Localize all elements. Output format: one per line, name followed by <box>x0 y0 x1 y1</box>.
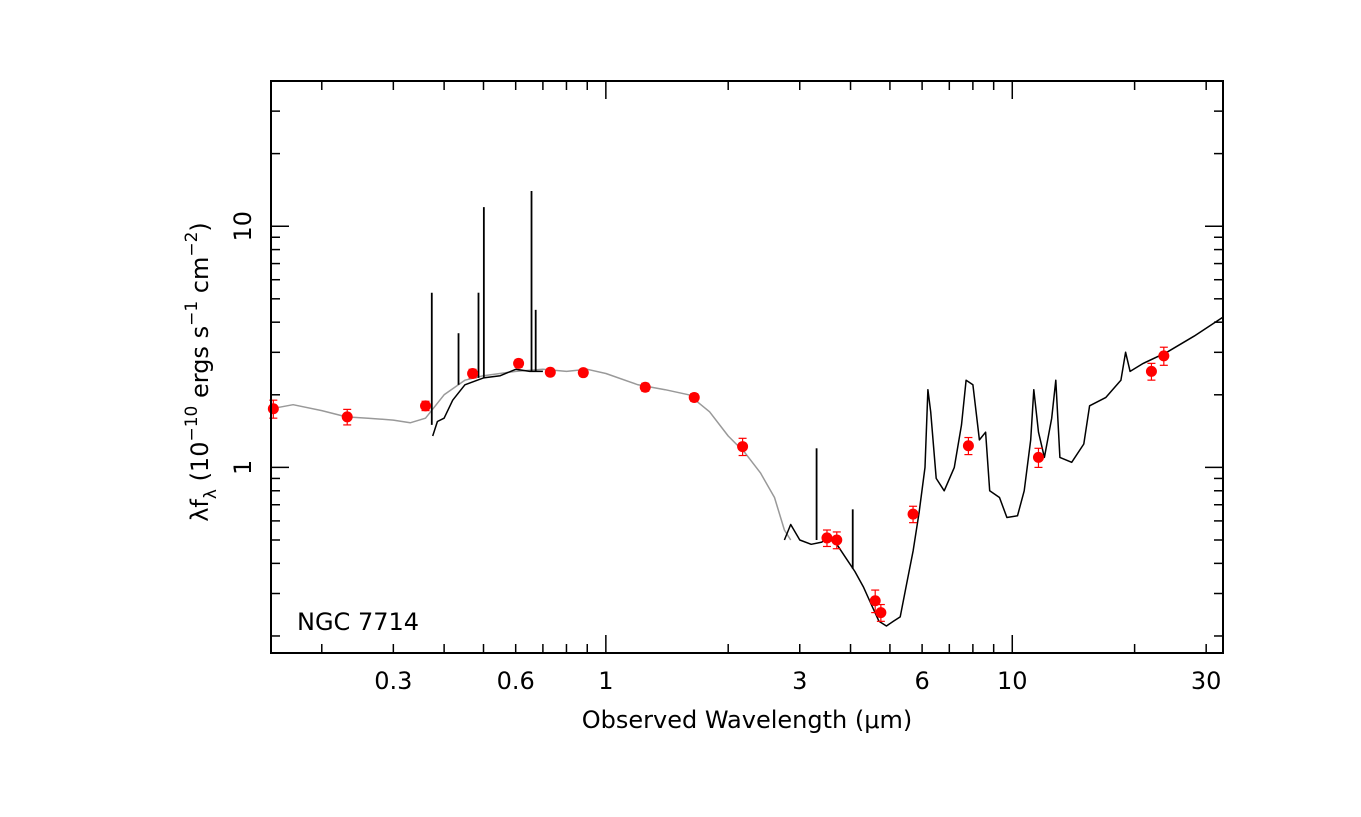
y-label-main: λf <box>186 499 214 522</box>
y-tick-label: 10 <box>229 211 257 242</box>
data-point <box>875 607 887 619</box>
data-point <box>1145 365 1157 377</box>
photometry-points <box>267 346 1170 622</box>
data-point <box>544 366 556 378</box>
x-tick-label: 6 <box>914 667 929 695</box>
y-label-exp3: −2 <box>182 232 202 257</box>
axis-ticks <box>271 81 1223 653</box>
x-tick-label: 1 <box>598 667 613 695</box>
data-point <box>513 357 525 369</box>
data-point <box>267 403 279 415</box>
observed-spectrum-line <box>783 316 1224 627</box>
observed-spectrum <box>430 190 1224 627</box>
data-point <box>737 441 749 453</box>
x-tick-label: 3 <box>792 667 807 695</box>
y-label-close: ) <box>186 222 214 231</box>
data-point <box>639 381 651 393</box>
y-tick-label: 1 <box>229 460 257 475</box>
x-tick-label: 0.6 <box>497 667 535 695</box>
x-axis-label: Observed Wavelength (μm) <box>582 706 912 734</box>
data-point <box>962 440 974 452</box>
y-label-exp1: −10 <box>182 406 202 442</box>
plot-frame <box>270 80 1224 654</box>
y-axis-label: λfλ (10−10 ergs s−1 cm−2) <box>182 222 221 522</box>
x-tick-label: 30 <box>1191 667 1222 695</box>
observed-spectrum-line <box>431 368 543 437</box>
data-point <box>688 391 700 403</box>
model-spectrum <box>270 368 792 541</box>
y-label-sub: λ <box>201 489 221 499</box>
data-point <box>577 367 589 379</box>
object-name-annotation: NGC 7714 <box>297 608 419 636</box>
x-tick-label: 0.3 <box>374 667 412 695</box>
y-tick-labels: 1 10 <box>229 211 257 475</box>
y-label-mid2: cm <box>186 257 214 301</box>
data-point <box>869 595 881 607</box>
data-point <box>1158 350 1170 362</box>
y-label-mid1: ergs s <box>186 326 214 406</box>
data-point <box>420 400 432 412</box>
data-point <box>831 534 843 546</box>
y-label-exp2: −1 <box>182 301 202 326</box>
model-spectrum-line <box>270 368 792 541</box>
data-point <box>341 411 353 423</box>
data-point <box>821 532 833 544</box>
x-tick-label: 10 <box>997 667 1028 695</box>
y-label-open: (10 <box>186 442 214 490</box>
data-point <box>907 508 919 520</box>
x-tick-labels: 0.3 0.6 1 3 6 10 30 <box>374 667 1221 695</box>
data-point <box>467 368 479 380</box>
data-point <box>1032 451 1044 463</box>
